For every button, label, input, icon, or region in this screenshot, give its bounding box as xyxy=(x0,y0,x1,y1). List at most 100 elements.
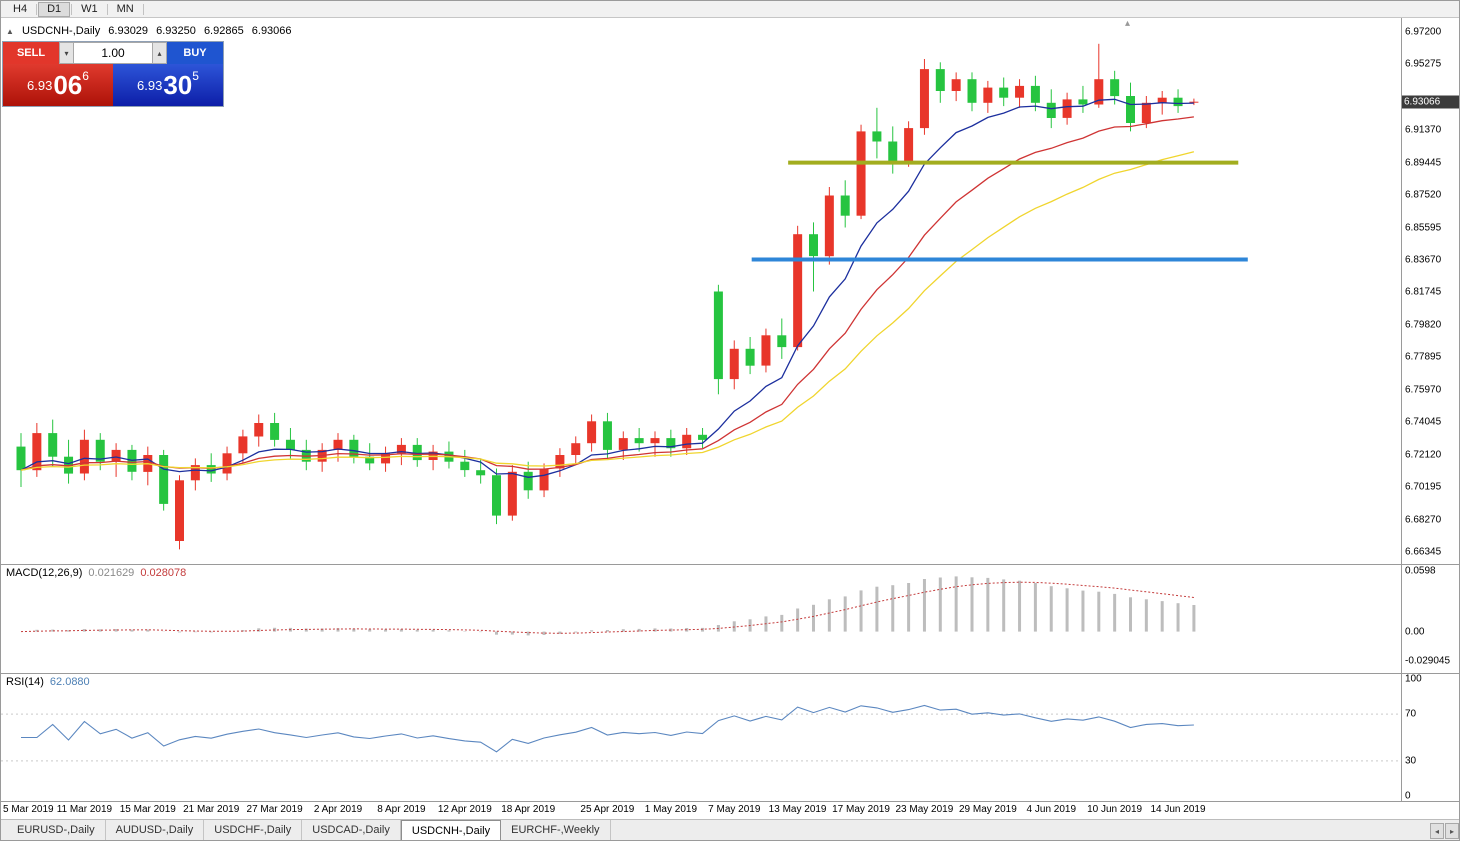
one-click-trade-panel: SELL ▾ 1.00 ▴ BUY 6.93 06 6 6.93 30 5 xyxy=(3,42,223,106)
price-axis-label: 6.97200 xyxy=(1405,26,1442,38)
sell-price-display[interactable]: 6.93 06 6 xyxy=(3,64,113,106)
pane-divider[interactable] xyxy=(1,673,1459,674)
main-price-chart[interactable] xyxy=(1,18,1401,564)
toolbar-separator xyxy=(71,3,73,15)
symbol-period-label: USDCNH-,Daily xyxy=(21,25,101,37)
current-price-badge: 6.93066 xyxy=(1402,95,1459,109)
price-axis-label: 6.75970 xyxy=(1405,384,1442,396)
price-axis-label: 6.70195 xyxy=(1405,481,1442,493)
rsi-axis-label: 0 xyxy=(1405,790,1411,802)
high-value: 6.93250 xyxy=(156,25,196,37)
price-axis-label: 6.79820 xyxy=(1405,319,1442,331)
tab-audusd-daily[interactable]: AUDUSD-,Daily xyxy=(106,820,205,840)
price-axis-label: 6.87520 xyxy=(1405,189,1442,201)
bid-price-pip-digit: 6 xyxy=(82,69,89,83)
macd-axis-label: 0.00 xyxy=(1405,626,1425,638)
price-axis-label: 6.95275 xyxy=(1405,58,1442,70)
volume-increase-button[interactable]: ▴ xyxy=(152,42,167,64)
timeframe-mn-button[interactable]: MN xyxy=(116,2,134,15)
price-axis-label: 6.77895 xyxy=(1405,351,1442,363)
macd-label: MACD(12,26,9) 0.021629 0.028078 xyxy=(6,567,192,579)
rsi-current-value: 62.0880 xyxy=(49,676,90,688)
date-label: 18 Apr 2019 xyxy=(501,804,556,815)
chart-shift-marker[interactable]: ▴ xyxy=(1125,18,1131,29)
buy-price-display[interactable]: 6.93 30 5 xyxy=(113,64,223,106)
tab-usdcad-daily[interactable]: USDCAD-,Daily xyxy=(302,820,401,840)
date-label: 5 Mar 2019 xyxy=(3,804,54,815)
volume-decrease-button[interactable]: ▾ xyxy=(59,42,74,64)
tab-scroll-arrows: ◂ ▸ xyxy=(1430,823,1459,839)
tab-scroll-right-button[interactable]: ▸ xyxy=(1445,823,1459,839)
date-label: 15 Mar 2019 xyxy=(119,804,176,815)
volume-input[interactable]: 1.00 xyxy=(74,42,152,64)
sell-button[interactable]: SELL xyxy=(3,42,59,64)
bid-price-big-digits: 06 xyxy=(53,70,83,100)
rsi-axis-label: 30 xyxy=(1405,755,1417,767)
timeframe-toolbar: H4 D1 W1 MN xyxy=(1,1,1459,18)
tab-eurusd-daily[interactable]: EURUSD-,Daily xyxy=(7,820,106,840)
price-axis-label: 6.91370 xyxy=(1405,124,1442,136)
toolbar-separator xyxy=(106,3,108,15)
macd-signal-value: 0.028078 xyxy=(140,567,187,579)
date-label: 4 Jun 2019 xyxy=(1026,804,1077,815)
date-label: 17 May 2019 xyxy=(832,804,890,815)
toolbar-separator xyxy=(142,3,144,15)
timeframe-d1-button[interactable]: D1 xyxy=(38,1,71,17)
date-label: 29 May 2019 xyxy=(958,804,1017,815)
price-axis-label: 6.81745 xyxy=(1405,286,1442,298)
price-axis[interactable]: 6.97200 6.95275 6.91370 6.89445 6.87520 6.855… xyxy=(1402,18,1459,802)
pane-divider xyxy=(1,801,1459,802)
ask-price-pip-digit: 5 xyxy=(192,69,199,83)
tab-eurchf-weekly[interactable]: EURCHF-,Weekly xyxy=(501,820,611,840)
price-axis-label: 6.74045 xyxy=(1405,416,1442,428)
tab-scroll-left-button[interactable]: ◂ xyxy=(1430,823,1444,839)
toolbar-separator xyxy=(36,3,38,15)
date-label: 27 Mar 2019 xyxy=(246,804,303,815)
date-label: 13 May 2019 xyxy=(768,804,827,815)
time-axis[interactable]: 5 Mar 2019 11 Mar 2019 15 Mar 2019 21 Mar 2… xyxy=(1,802,1401,819)
price-axis-label: 6.89445 xyxy=(1405,157,1442,169)
rsi-label: RSI(14) 62.0880 xyxy=(6,676,96,688)
price-axis-label: 6.68270 xyxy=(1405,514,1442,525)
bid-price-base: 6.93 xyxy=(27,77,53,93)
date-label: 14 Jun 2019 xyxy=(1150,804,1206,815)
chevron-up-icon: ▴ xyxy=(157,48,162,58)
date-label: 10 Jun 2019 xyxy=(1087,804,1143,815)
date-label: 7 May 2019 xyxy=(708,804,761,815)
date-label: 12 Apr 2019 xyxy=(437,804,492,815)
ask-price-base: 6.93 xyxy=(137,77,163,93)
chevron-down-icon: ▾ xyxy=(64,48,69,58)
tab-usdcnh-daily[interactable]: USDCNH-,Daily xyxy=(400,820,502,840)
date-label: 25 Apr 2019 xyxy=(580,804,635,815)
date-label: 21 Mar 2019 xyxy=(183,804,240,815)
chart-tab-bar: EURUSD-,Daily AUDUSD-,Daily USDCHF-,Dail… xyxy=(1,819,1459,840)
open-value: 6.93029 xyxy=(108,25,149,37)
macd-name: MACD(12,26,9) xyxy=(6,567,83,579)
macd-indicator-pane[interactable] xyxy=(1,564,1401,673)
pane-divider[interactable] xyxy=(1,564,1459,565)
rsi-name: RSI(14) xyxy=(6,676,44,688)
rsi-indicator-pane[interactable] xyxy=(1,673,1401,801)
macd-axis-label: 0.0598 xyxy=(1405,565,1436,577)
rsi-axis-label: 70 xyxy=(1405,708,1417,720)
ask-price-big-digits: 30 xyxy=(163,70,193,100)
date-label: 11 Mar 2019 xyxy=(56,804,113,815)
timeframe-w1-button[interactable]: W1 xyxy=(81,2,98,15)
panel-collapse-icon[interactable]: ▲ xyxy=(6,27,14,36)
date-label: 2 Apr 2019 xyxy=(313,804,363,815)
date-label: 23 May 2019 xyxy=(895,804,954,815)
macd-main-value: 0.021629 xyxy=(88,567,135,579)
price-axis-label: 6.66345 xyxy=(1405,546,1442,558)
price-axis-separator xyxy=(1401,18,1402,801)
timeframe-h4-button[interactable]: H4 xyxy=(13,2,28,15)
tab-usdchf-daily[interactable]: USDCHF-,Daily xyxy=(204,820,303,840)
date-label: 8 Apr 2019 xyxy=(377,804,426,815)
price-axis-label: 6.83670 xyxy=(1405,254,1442,266)
price-axis-label: 6.85595 xyxy=(1405,222,1442,234)
low-value: 6.92865 xyxy=(203,25,244,37)
price-axis-label: 6.72120 xyxy=(1405,449,1442,461)
buy-button[interactable]: BUY xyxy=(167,42,223,64)
rsi-axis-label: 100 xyxy=(1405,673,1422,685)
date-label: 1 May 2019 xyxy=(644,804,698,815)
